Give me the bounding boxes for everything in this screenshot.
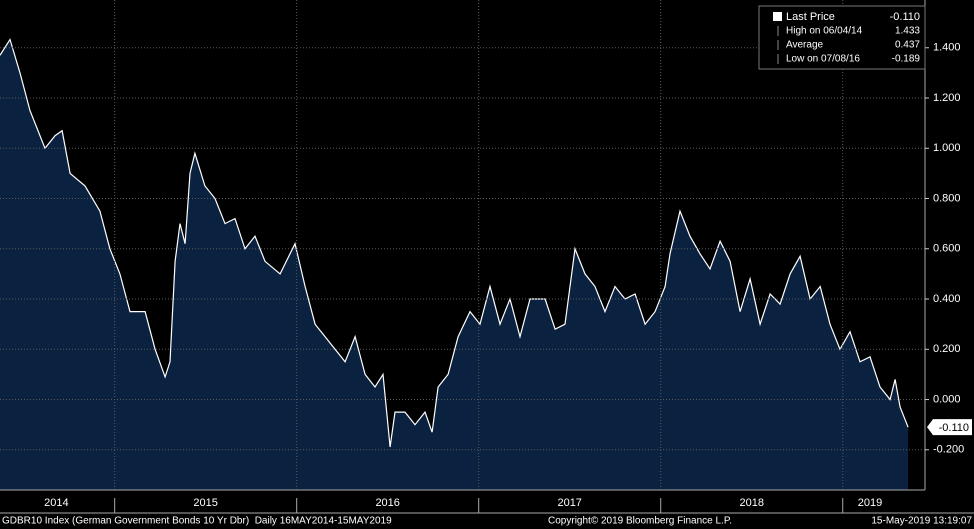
y-tick-label: 0.800 [933,192,961,204]
y-tick-label: 0.200 [933,343,961,355]
y-tick-label: 0.600 [933,243,961,255]
y-tick-label: 1.000 [933,142,961,154]
legend-value: 1.433 [895,26,920,37]
y-tick-label: 0.400 [933,293,961,305]
x-tick-label: 2017 [557,497,581,509]
last-price-tag [927,419,972,436]
x-tick-label: 2016 [375,497,399,509]
x-tick-label: 2018 [739,497,763,509]
x-tick-label: 2019 [858,497,882,509]
legend-label: Last Price [786,11,835,23]
legend-label: Average [786,40,824,51]
legend-value: -0.110 [890,11,920,23]
legend-label: High on 06/04/14 [786,26,863,37]
footer-center: Copyright© 2019 Bloomberg Finance L.P. [548,516,732,527]
legend-swatch [773,12,782,21]
legend-box [758,5,926,70]
legend: Last Price -0.110 High on 06/04/14 1.433 Ave… [758,5,926,70]
legend-label: Low on 07/08/16 [786,54,860,65]
x-tick-label: 2014 [44,497,68,509]
footer-right: 15-May-2019 13:19:07 [871,516,972,527]
price-line [0,38,909,448]
y-tick-label: 1.200 [933,92,961,104]
footer-left: GDBR10 Index (German Government Bonds 10… [2,516,392,527]
y-tick-label: 1.400 [933,42,961,54]
area [0,39,909,490]
legend-value: 0.437 [895,40,920,51]
y-tick-label: -0.200 [933,444,964,456]
last-price-label: -0.110 [939,422,969,434]
x-tick-label: 2015 [193,497,217,509]
y-tick-label: 0.000 [933,393,961,405]
legend-value: -0.189 [892,54,921,65]
